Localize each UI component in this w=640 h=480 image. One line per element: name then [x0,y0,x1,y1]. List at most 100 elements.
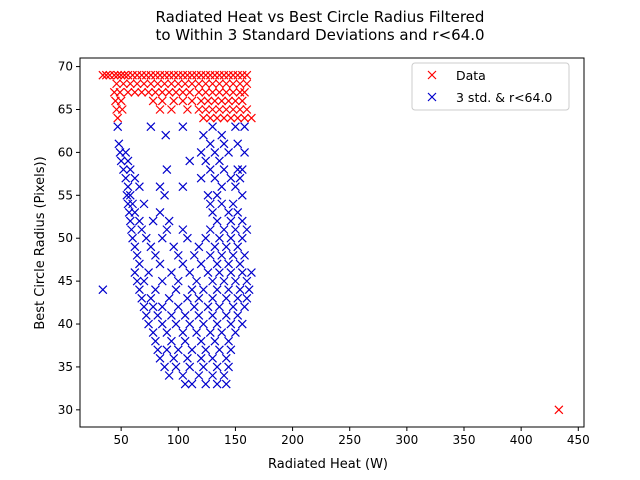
filtered-point [226,319,236,329]
filtered-point [187,379,197,389]
filtered-point [178,371,188,380]
filtered-point [221,242,231,252]
legend-marker-filtered [427,92,437,102]
legend-frame [411,62,570,111]
filtered-point [205,139,215,149]
filtered-point [121,147,131,157]
filtered-point [224,259,233,269]
data-point [233,113,243,123]
data-point [215,87,224,97]
data-point [139,79,149,89]
filtered-point [146,122,156,132]
filtered-point [203,190,213,200]
data-point [242,70,252,80]
filtered-point [141,233,151,243]
filtered-point [208,311,217,320]
data-point [169,96,179,106]
filtered-point [171,319,181,329]
data-point [155,105,165,114]
filtered-point [208,371,217,380]
data-point [217,96,227,106]
filtered-point [199,285,208,295]
filtered-point [240,250,249,260]
filtered-point [162,225,172,235]
filtered-point [125,190,135,200]
filtered-point [201,156,211,166]
filtered-point [146,242,156,252]
data-point [148,96,158,106]
filtered-point [196,353,206,363]
filtered-point [130,268,140,277]
data-point [224,70,233,80]
filtered-point [196,336,206,346]
filtered-point [180,336,190,346]
data-point [237,96,247,106]
filtered-point [233,311,243,320]
filtered-point [221,353,231,363]
data-point [164,70,174,80]
data-point [226,113,236,123]
filtered-point [210,336,220,346]
data-point [215,105,224,114]
data-point [196,70,206,80]
filtered-point [123,182,133,192]
filtered-point [212,216,222,226]
data-point [240,113,249,123]
data-point [178,70,188,80]
data-point [98,70,108,80]
filtered-point [233,165,243,174]
data-point [116,96,126,106]
filtered-point [137,225,147,235]
data-point [157,87,167,97]
data-point [228,105,238,114]
filtered-point [201,379,211,389]
legend-x-icon [427,92,437,102]
legend: Data 3 std. & r<64.0 [411,62,570,111]
filtered-point [160,190,169,200]
filtered-point [164,293,174,303]
filtered-point [119,165,128,174]
filtered-point [226,233,236,243]
data-point [137,70,147,80]
filtered-point [139,276,149,286]
filtered-point [155,208,165,217]
data-point [235,87,245,97]
x-tick-label: 100 [167,433,190,447]
filtered-point [137,293,147,303]
filtered-point [151,336,160,346]
filtered-point [185,362,195,372]
filtered-point [194,311,204,320]
filtered-point [240,122,249,132]
filtered-point [146,293,156,303]
data-point [153,79,163,89]
data-point [228,87,238,97]
data-point [196,96,206,106]
data-point [235,105,245,114]
filtered-point [183,293,192,303]
data-point [221,87,231,97]
data-point [144,87,153,97]
filtered-point [135,259,144,269]
y-tick-label: 40 [58,317,73,331]
filtered-point [237,190,247,200]
filtered-point [237,165,247,174]
data-point [208,105,217,114]
y-tick-label: 35 [58,360,73,374]
data-point [228,70,238,80]
filtered-point [208,122,217,132]
filtered-point [237,233,247,243]
data-point [201,105,211,114]
filtered-point [98,285,108,295]
filtered-point [135,285,144,295]
filtered-point [244,285,254,295]
filtered-point [205,199,215,209]
filtered-point [132,250,142,260]
data-point [132,79,142,89]
filtered-point [153,345,163,355]
filtered-point [113,122,123,132]
filtered-point [153,311,163,320]
filtered-point [169,242,179,252]
data-point [132,70,142,80]
data-point [119,79,128,89]
